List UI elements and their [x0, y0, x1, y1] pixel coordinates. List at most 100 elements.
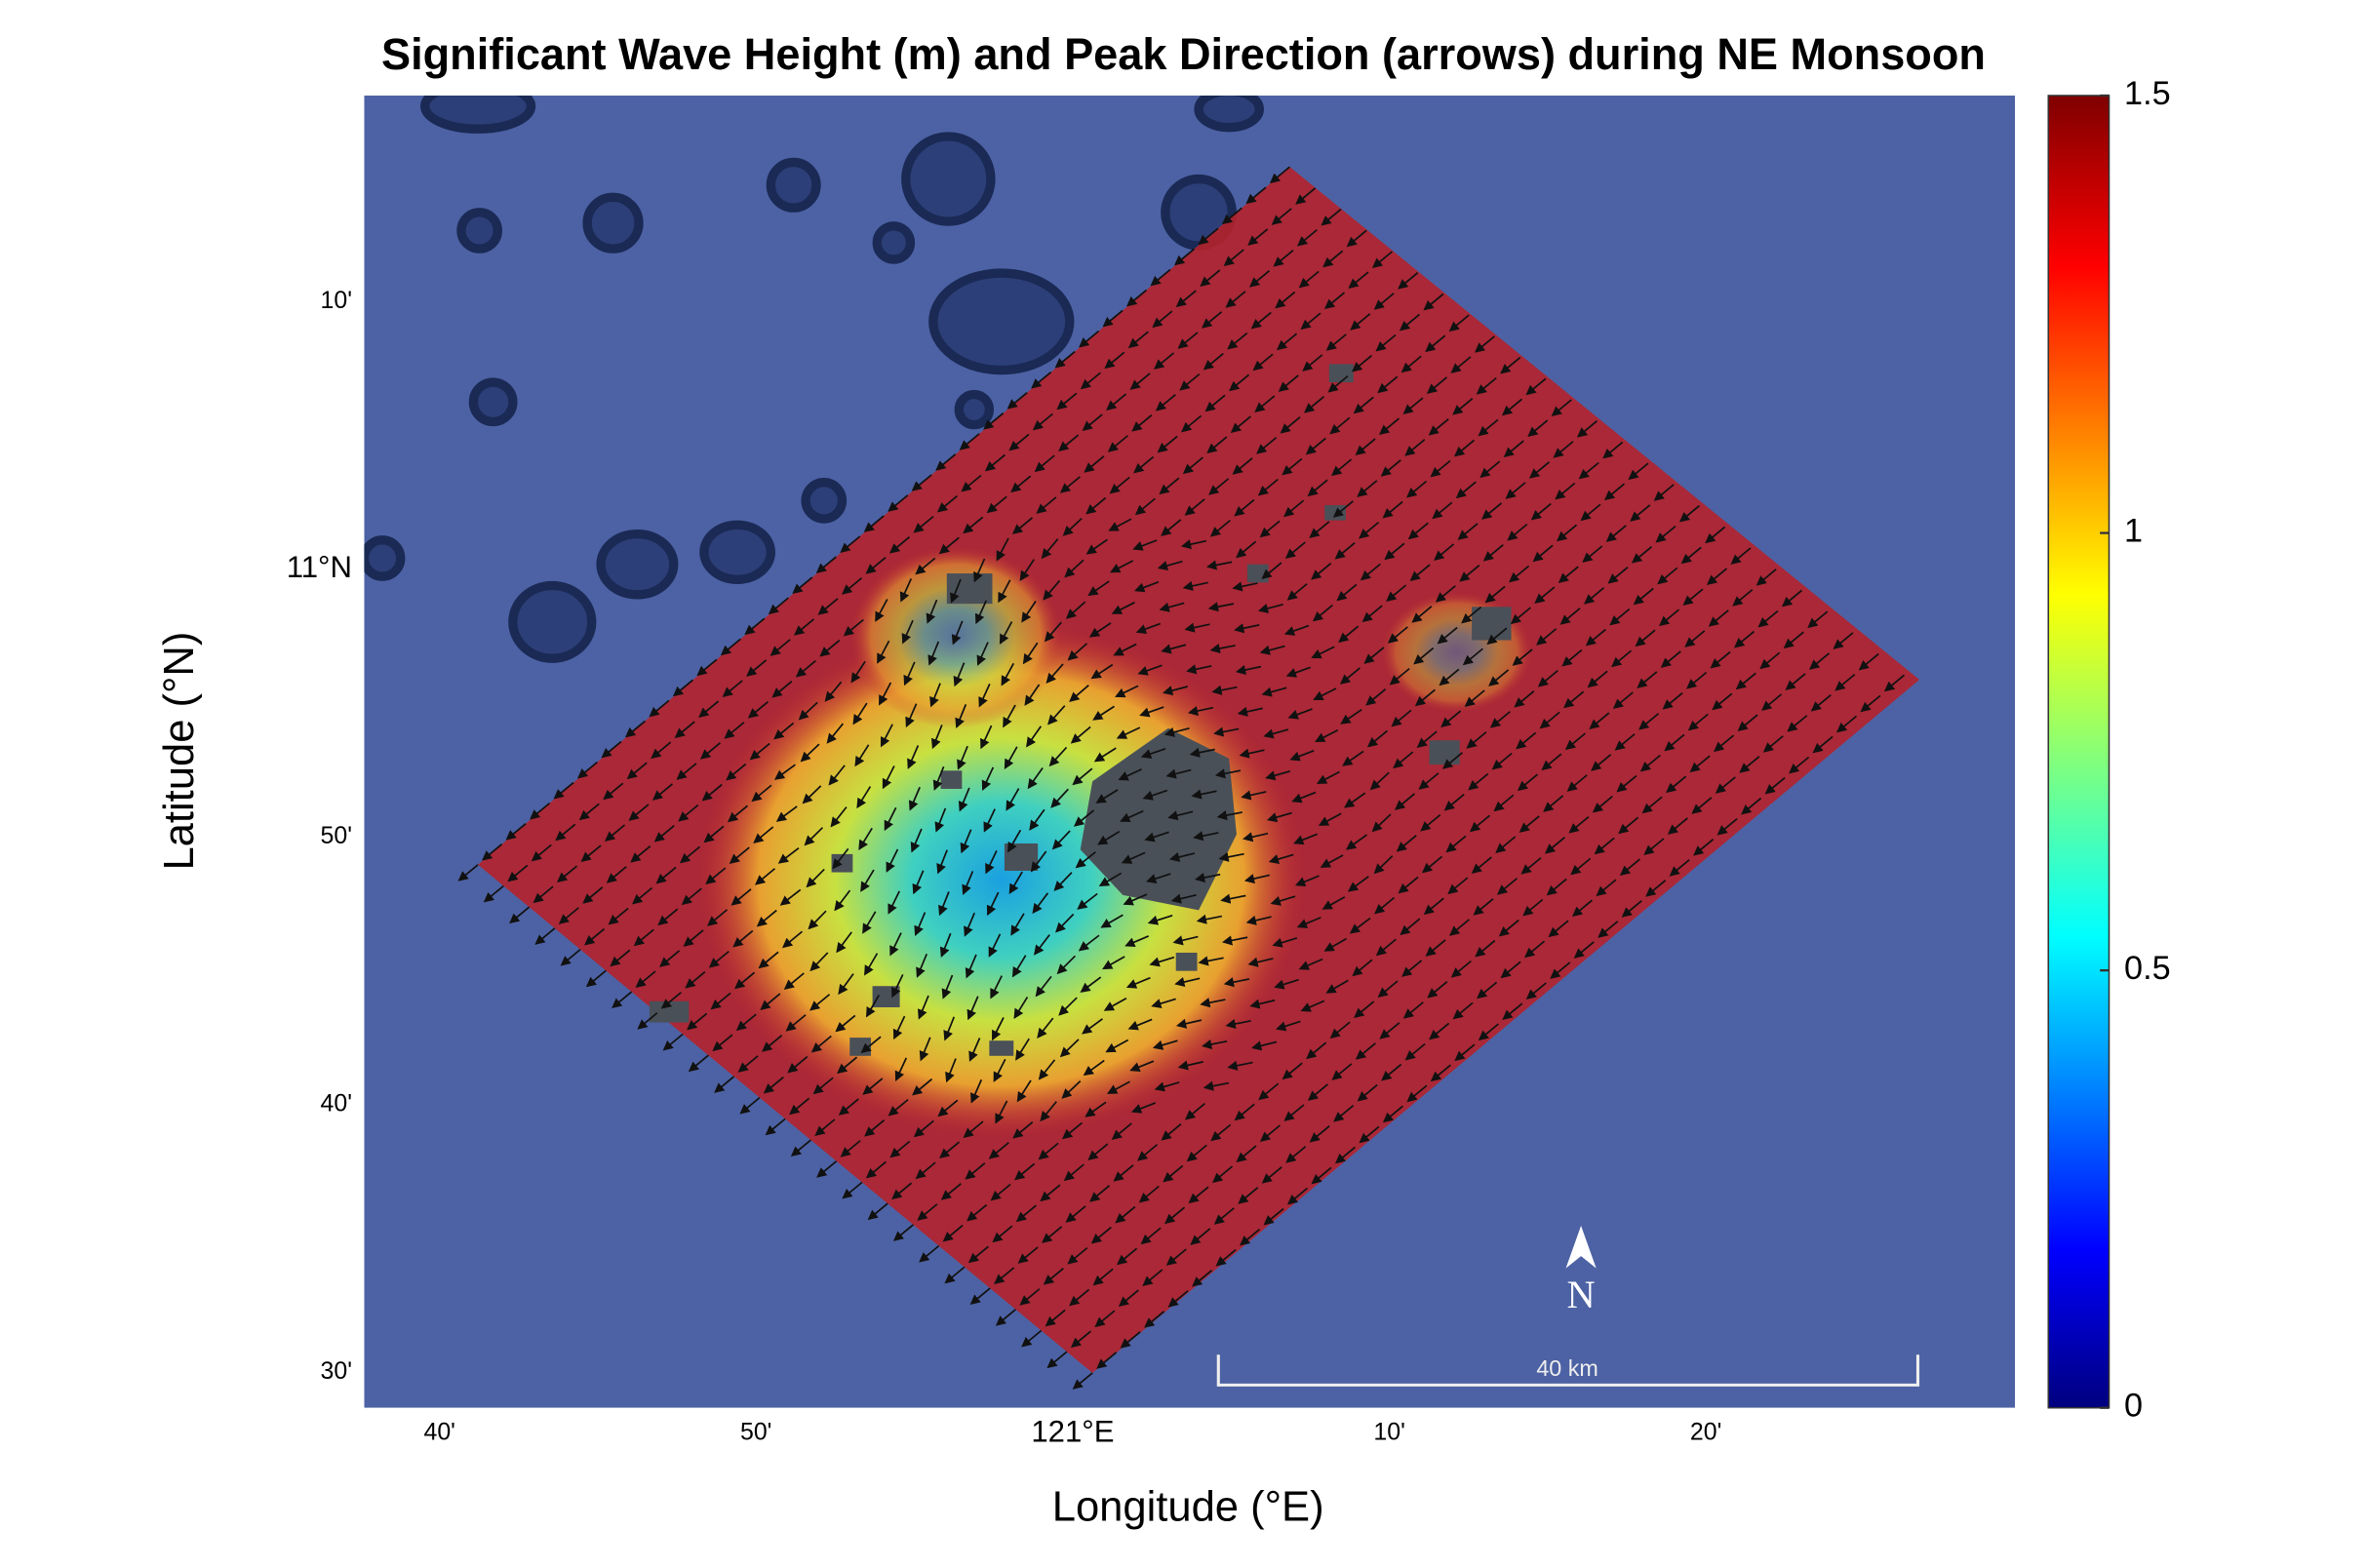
arrow [1353, 396, 1374, 414]
arrow [1296, 917, 1322, 928]
arrow [1630, 504, 1651, 522]
arrow [877, 640, 890, 664]
arrow [986, 495, 1007, 514]
arrow [880, 724, 893, 748]
arrow [1087, 1143, 1109, 1161]
arrow [1361, 605, 1383, 623]
arrow [939, 932, 952, 958]
arrow [1469, 814, 1490, 833]
arrow [533, 885, 554, 904]
arrow [1705, 526, 1726, 544]
arrow [1544, 837, 1565, 854]
arrow [963, 1120, 984, 1138]
arrow [913, 1119, 934, 1138]
arrow [1047, 705, 1066, 725]
arrow [1322, 250, 1344, 268]
arrow [1787, 715, 1808, 732]
arrow [810, 1035, 832, 1053]
arrow [1223, 977, 1250, 988]
arrow [1001, 662, 1015, 686]
arrow [1443, 793, 1465, 811]
arrow [1121, 851, 1146, 864]
arrow [1379, 1022, 1400, 1039]
arrow [1221, 207, 1243, 225]
arrow [1357, 1083, 1378, 1102]
arrow [889, 1140, 911, 1158]
arrow [1042, 1226, 1063, 1243]
arrow [884, 806, 897, 832]
arrow [938, 536, 960, 555]
arrow [635, 970, 656, 988]
arrow [1536, 628, 1558, 646]
arrow [1168, 851, 1196, 862]
arrow [653, 825, 675, 843]
arrow [678, 804, 699, 822]
arrow [505, 823, 527, 841]
arrow [1257, 603, 1283, 613]
arrow [1011, 517, 1033, 534]
arrow [1756, 568, 1777, 586]
arrow [862, 1078, 884, 1095]
arrow [1500, 356, 1521, 374]
arrow [1860, 694, 1881, 713]
arrow [1594, 837, 1615, 855]
arrow [1078, 934, 1100, 952]
colorbar-tick-label: 1.5 [2124, 75, 2171, 112]
arrow [1345, 834, 1368, 850]
arrow [1092, 705, 1115, 721]
arrow [1038, 1142, 1059, 1160]
arrow [1282, 1062, 1303, 1080]
arrow [794, 618, 815, 636]
arrow [1152, 1039, 1178, 1050]
arrow [1715, 776, 1736, 794]
arrow [858, 827, 873, 851]
arrow [1400, 355, 1422, 373]
arrow [1155, 394, 1176, 412]
arrow [1265, 770, 1290, 781]
arrow [802, 785, 822, 804]
arrow [760, 993, 781, 1011]
arrow [1072, 767, 1093, 786]
arrow [798, 701, 818, 721]
arrow [1687, 713, 1709, 731]
arrow [1161, 644, 1187, 654]
arrow [1229, 373, 1250, 392]
arrow [1452, 1001, 1474, 1020]
arrow [1340, 709, 1362, 725]
arrow [557, 865, 578, 883]
arrow [1302, 354, 1323, 372]
arrow [1275, 291, 1296, 309]
arrow [608, 907, 629, 925]
arrow [1104, 351, 1125, 370]
arrow [1500, 960, 1521, 979]
arrow [649, 699, 670, 718]
arrow [1234, 623, 1260, 634]
arrow [892, 1015, 906, 1040]
arrow [1537, 669, 1558, 687]
arrow [1019, 1288, 1041, 1306]
arrow [1190, 1228, 1211, 1245]
arrow [720, 638, 741, 656]
arrow [1491, 752, 1513, 770]
arrow [814, 1118, 836, 1136]
arrow [988, 933, 1002, 958]
arrow [1732, 589, 1754, 607]
arrow [1008, 871, 1023, 895]
arrow [1230, 415, 1251, 434]
arrow [1015, 1038, 1030, 1061]
arrow [1476, 376, 1497, 395]
arrow [769, 639, 791, 656]
arrow [1146, 873, 1171, 884]
arrow [775, 805, 798, 822]
arrow [1102, 956, 1125, 970]
arrow [734, 971, 756, 990]
arrow [1307, 1083, 1328, 1101]
arrow [1404, 439, 1426, 456]
arrow [1163, 686, 1188, 696]
arrow [1486, 627, 1508, 646]
arrow [659, 950, 681, 967]
arrow [1015, 1204, 1037, 1223]
arrow [1149, 956, 1175, 967]
arrow [1138, 1185, 1160, 1203]
